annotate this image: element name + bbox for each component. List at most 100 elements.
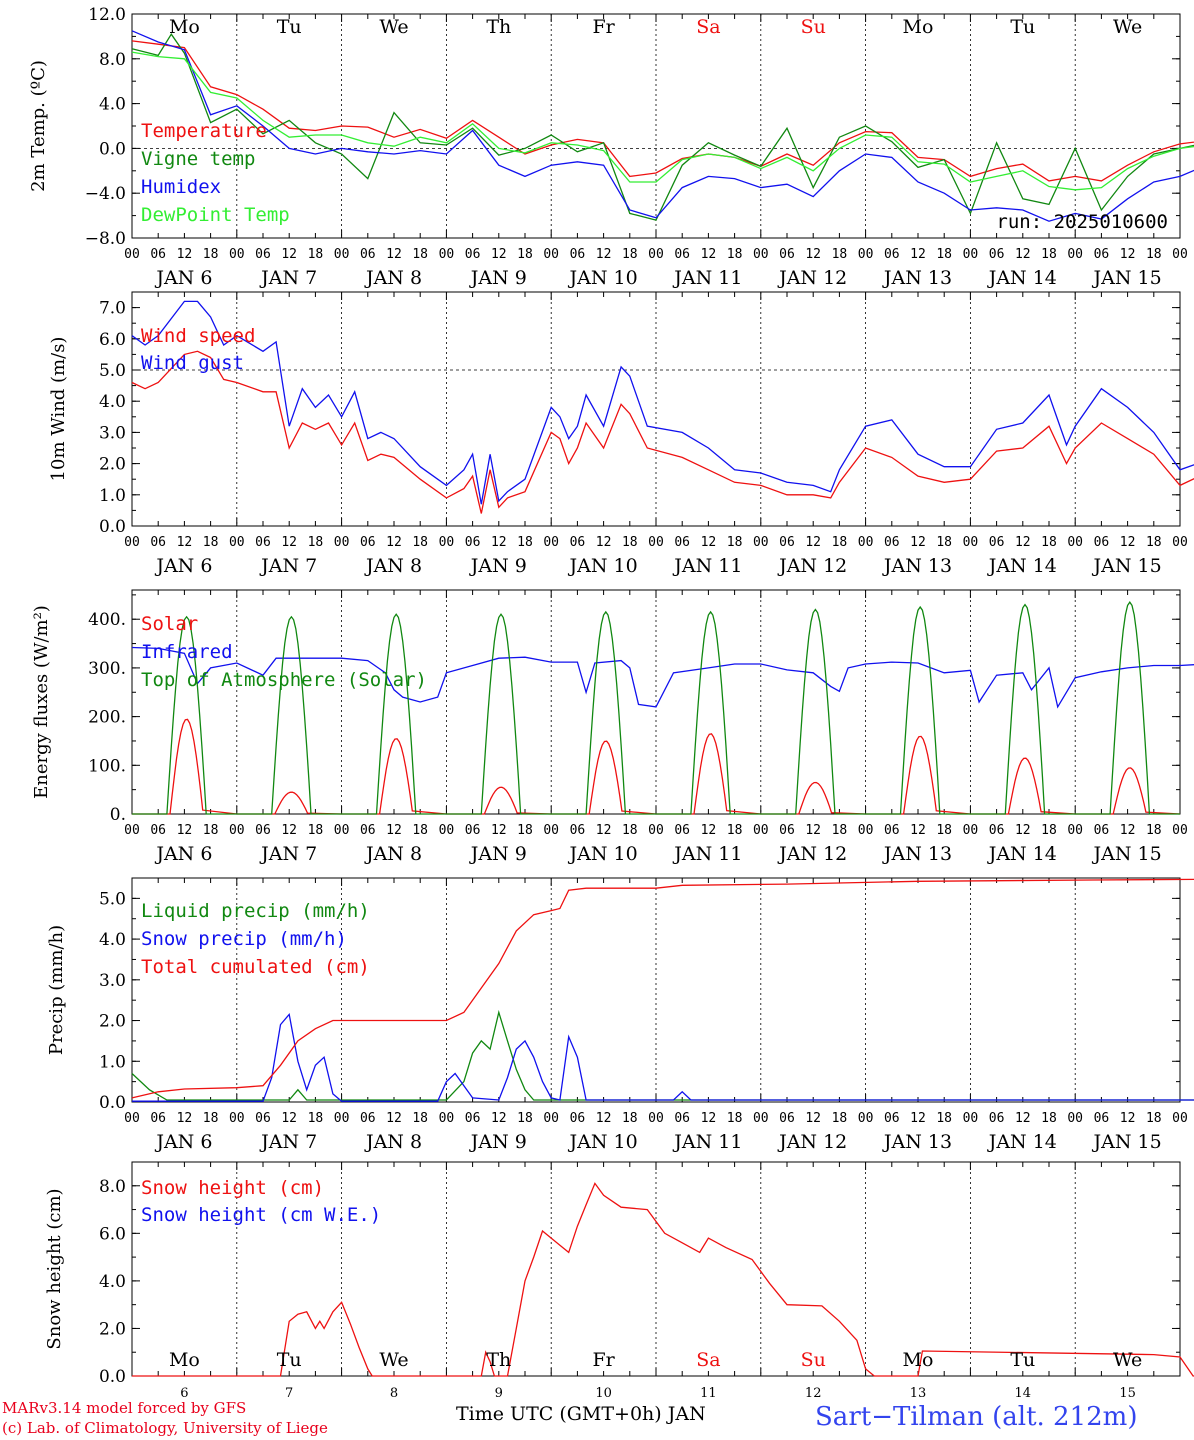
y-tick-label: 7.0 (99, 299, 126, 319)
hour-tick-label: 18 (203, 1111, 219, 1126)
hour-tick-label: 00 (1172, 535, 1188, 550)
date-label: JAN 7 (259, 555, 317, 577)
hour-tick-label: 12 (910, 1111, 926, 1126)
hour-tick-label: 12 (1120, 823, 1136, 838)
hour-tick-label: 00 (543, 1111, 559, 1126)
hour-tick-label: 00 (963, 247, 979, 262)
vigne-temp-line (131, 33, 1194, 221)
hour-tick-label: 00 (543, 823, 559, 838)
legend-wind-speed: Wind speed (141, 325, 255, 347)
hour-tick-label: 00 (229, 1111, 245, 1126)
hour-tick-label: 00 (753, 535, 769, 550)
y-axis-label: Energy fluxes (W/m²) (31, 605, 52, 799)
hour-tick-label: 12 (805, 535, 821, 550)
date-label: JAN 12 (777, 843, 847, 865)
hour-tick-label: 18 (727, 535, 743, 550)
hour-tick-label: 00 (648, 247, 664, 262)
hour-tick-label: 06 (570, 1111, 586, 1126)
x-axis-title: Time UTC (GMT+0h) JAN (456, 1403, 706, 1425)
hour-tick-label: 18 (308, 1111, 324, 1126)
hour-tick-label: 18 (517, 535, 533, 550)
hour-tick-label: 00 (1067, 247, 1083, 262)
hour-tick-label: 06 (150, 823, 166, 838)
hour-tick-label: 06 (255, 823, 271, 838)
hour-tick-label: 18 (517, 1111, 533, 1126)
hour-tick-label: 18 (622, 247, 638, 262)
weekday-label: We (1113, 16, 1142, 38)
date-label: JAN 13 (882, 267, 952, 289)
date-label: JAN 8 (364, 843, 422, 865)
hour-tick-label: 12 (177, 247, 193, 262)
hour-tick-label: 06 (465, 535, 481, 550)
hour-tick-label: 12 (491, 535, 507, 550)
weekday-label: We (1113, 1349, 1142, 1371)
hour-tick-label: 00 (124, 535, 140, 550)
hour-tick-label: 12 (177, 535, 193, 550)
hour-tick-label: 12 (386, 247, 402, 262)
y-tick-label: −4.0 (85, 184, 126, 204)
weekday-label: Mo (169, 16, 200, 38)
hour-tick-label: 00 (1067, 535, 1083, 550)
hour-tick-label: 06 (1094, 247, 1110, 262)
y-tick-label: 12.0 (88, 5, 126, 25)
hour-tick-label: 06 (884, 1111, 900, 1126)
day-number-label: 12 (805, 1386, 822, 1401)
hour-tick-label: 00 (858, 1111, 874, 1126)
hour-tick-label: 00 (648, 1111, 664, 1126)
hour-tick-label: 18 (727, 823, 743, 838)
y-tick-label: 8.0 (99, 1177, 126, 1197)
day-number-label: 9 (495, 1386, 503, 1401)
hour-tick-label: 18 (203, 535, 219, 550)
hour-tick-label: 18 (936, 823, 952, 838)
hour-tick-label: 00 (753, 247, 769, 262)
date-label: JAN 8 (364, 555, 422, 577)
date-label: JAN 15 (1092, 555, 1162, 577)
hour-tick-label: 00 (858, 247, 874, 262)
weekday-label: Tu (277, 16, 302, 38)
hour-tick-label: 18 (412, 823, 428, 838)
hour-tick-label: 00 (229, 535, 245, 550)
hour-tick-label: 06 (989, 1111, 1005, 1126)
hour-tick-label: 06 (255, 535, 271, 550)
hour-tick-label: 06 (360, 535, 376, 550)
panel-5: 8.0 6.0 4.0 2.0 0.0 Snow height (cm) Snow heig… (44, 1161, 1194, 1387)
day-number-label: 13 (910, 1386, 927, 1401)
hour-tick-label: 06 (1094, 535, 1110, 550)
lab-credit: (c) Lab. of Climatology, University of L… (2, 1419, 328, 1437)
legend-wind-gust: Wind gust (141, 352, 244, 374)
top-of-atmosphere-solar-line (132, 601, 1180, 815)
hour-tick-label: 06 (884, 535, 900, 550)
hour-tick-label: 12 (281, 247, 297, 262)
hour-tick-label: 18 (412, 247, 428, 262)
hour-tick-label: 00 (1172, 247, 1188, 262)
hour-tick-label: 06 (884, 247, 900, 262)
hour-tick-label: 18 (1041, 247, 1057, 262)
hour-tick-label: 00 (648, 535, 664, 550)
hour-tick-label: 12 (491, 1111, 507, 1126)
hour-tick-label: 00 (124, 1111, 140, 1126)
y-tick-label: 0.0 (99, 517, 126, 537)
y-tick-label: 3.0 (99, 971, 126, 991)
hour-tick-label: 06 (150, 247, 166, 262)
hour-tick-label: 12 (805, 247, 821, 262)
legend-humidex: Humidex (141, 176, 221, 198)
hour-tick-label: 18 (203, 823, 219, 838)
hour-tick-label: 18 (832, 1111, 848, 1126)
legend-temperature: Temperature (141, 120, 267, 142)
hour-tick-label: 18 (832, 535, 848, 550)
y-tick-label: 0.0 (99, 1367, 126, 1387)
y-axis-label: 2m Temp. (ºC) (28, 60, 49, 192)
date-label: JAN 6 (154, 1131, 212, 1153)
weekday-label: Mo (903, 16, 934, 38)
weekday-label: Su (801, 1349, 826, 1371)
weekday-label: Tu (1010, 16, 1035, 38)
date-label: JAN 12 (777, 555, 847, 577)
hour-tick-label: 12 (701, 823, 717, 838)
weekday-label: Sa (696, 16, 720, 38)
y-tick-label: 2.0 (99, 455, 126, 475)
hour-tick-label: 06 (150, 1111, 166, 1126)
hour-tick-label: 06 (360, 247, 376, 262)
hour-tick-label: 12 (1015, 823, 1031, 838)
hour-tick-label: 12 (910, 247, 926, 262)
date-label: JAN 10 (568, 267, 638, 289)
